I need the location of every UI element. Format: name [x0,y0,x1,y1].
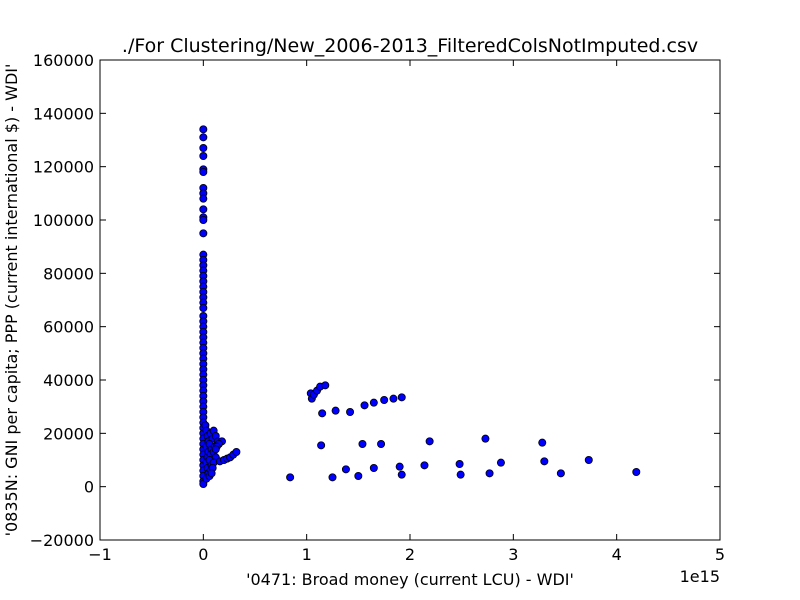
axes: −1 0 1 2 3 4 5 −20000 0 20000 40000 60000 80000 10000… [30,51,725,564]
data-point [199,167,208,176]
data-point [455,459,464,468]
data-point [199,133,208,142]
y-tick-label: −20000 [30,531,94,550]
chart-title: ./For Clustering/New_2006-2013_FilteredC… [122,35,698,57]
data-point [354,471,363,480]
data-point [199,229,208,238]
data-point [207,469,216,478]
data-point [389,394,398,403]
data-point [584,455,593,464]
data-point [341,465,350,474]
x-axis-label: '0471: Broad money (current LCU) - WDI' [246,570,574,589]
data-point [380,395,389,404]
data-point [632,467,641,476]
data-point [199,194,208,203]
y-tick-label: 60000 [43,318,94,337]
x-axis-offset-label: 1e15 [680,567,720,586]
data-point [199,205,208,214]
data-point [540,457,549,466]
y-tick-label: 0 [84,478,94,497]
data-point [425,437,434,446]
x-tick-label: 1 [302,545,312,564]
plot-area [100,60,720,540]
data-point [211,445,220,454]
y-tick-label: 140000 [33,104,94,123]
x-tick-label: 5 [715,545,725,564]
y-axis-label: '0835N: GNI per capita; PPP (current int… [2,64,21,537]
data-point [397,470,406,479]
data-point [538,438,547,447]
data-point [317,441,326,450]
data-point [199,125,208,134]
data-point [331,406,340,415]
x-tick-label: −1 [88,545,112,564]
y-tick-label: 20000 [43,424,94,443]
data-point [318,409,327,418]
y-tick-label: 120000 [33,158,94,177]
data-point [369,398,378,407]
data-point [328,473,337,482]
data-point [395,462,404,471]
x-tick-label: 0 [198,545,208,564]
data-point [377,439,386,448]
data-point [199,215,208,224]
data-point [556,469,565,478]
data-point [485,469,494,478]
y-tick-label: 160000 [33,51,94,70]
x-tick-label: 2 [405,545,415,564]
data-point [232,447,241,456]
data-point [496,458,505,467]
data-point [397,393,406,402]
data-point [199,303,208,312]
data-point [358,439,367,448]
x-tick-label: 4 [612,545,622,564]
data-point [360,401,369,410]
data-point [456,470,465,479]
data-point [369,463,378,472]
data-point [199,151,208,160]
data-point [420,461,429,470]
data-point [321,381,330,390]
x-tick-label: 3 [508,545,518,564]
y-tick-label: 40000 [43,371,94,390]
data-points [199,125,641,488]
data-point [286,473,295,482]
data-point [481,434,490,443]
data-point [199,143,208,152]
plot-background [100,60,720,540]
y-tick-label: 100000 [33,211,94,230]
y-tick-label: 80000 [43,264,94,283]
data-point [346,407,355,416]
